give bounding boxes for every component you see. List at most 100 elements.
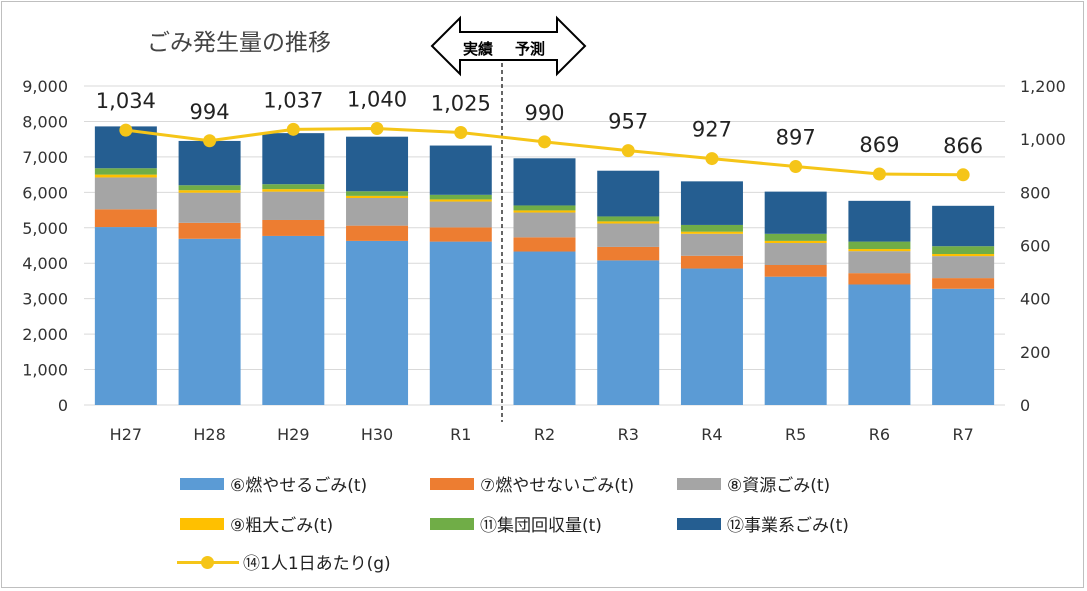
x-tick-label: R6 <box>869 425 890 444</box>
line-point <box>203 134 217 148</box>
bar-segment <box>94 177 157 210</box>
y-axis-left: 0 1,000 2,000 3,000 4,000 5,000 6,000 7,000 8,00… <box>22 77 68 415</box>
legend-label: ⑭1人1日あたり(g) <box>243 554 391 574</box>
x-tick-label: H28 <box>193 425 225 444</box>
y-left-tick-label: 5,000 <box>22 219 68 238</box>
line-point <box>119 123 133 137</box>
bar-segment <box>513 237 576 252</box>
y-axis-right: 0 200 400 600 800 1,000 1,200 <box>1020 77 1066 415</box>
y-left-tick-label: 2,000 <box>22 325 68 344</box>
legend-label: ⑨粗大ごみ(t) <box>230 516 334 536</box>
chart-title: ごみ発生量の推移 <box>147 30 331 56</box>
y-left-tick-label: 7,000 <box>22 148 68 167</box>
legend-swatch <box>677 517 721 530</box>
y-right-tick-label: 0 <box>1020 396 1030 415</box>
line-point <box>789 160 803 174</box>
bar-segment <box>346 240 409 405</box>
legend-item-burnable: ⑥燃やせるごみ(t) <box>180 471 367 496</box>
bar-segment <box>932 205 995 247</box>
bar-segment <box>178 140 241 186</box>
legend-swatch <box>430 517 474 530</box>
data-labels: 1,034 994 1,037 1,040 1,025 990 957 927 897 869 86… <box>96 88 983 158</box>
line-point <box>872 167 886 181</box>
legend-swatch <box>677 477 721 490</box>
legend-label: ⑧資源ごみ(t) <box>727 476 831 496</box>
bar-segment <box>94 168 157 175</box>
bar-segment <box>932 246 995 255</box>
bar-segment <box>429 145 492 195</box>
y-left-tick-label: 3,000 <box>22 290 68 309</box>
bar-segment <box>848 249 911 252</box>
y-right-tick-label: 1,200 <box>1020 77 1066 96</box>
line-series <box>119 122 970 182</box>
bar-segment <box>848 284 911 405</box>
data-label: 1,025 <box>431 92 491 116</box>
bar-segment <box>346 225 409 241</box>
bar-segment <box>94 227 157 405</box>
bar-segment <box>597 216 660 222</box>
bar-segment <box>680 255 743 269</box>
bar-segment <box>932 288 995 405</box>
bar-segment <box>764 240 827 244</box>
bar-segment <box>932 278 995 289</box>
line-point <box>454 126 468 140</box>
bar-segment <box>848 251 911 274</box>
bar-segment <box>262 191 325 220</box>
y-left-tick-label: 9,000 <box>22 77 68 96</box>
bar-segment <box>848 273 911 285</box>
data-label: 1,037 <box>263 88 323 112</box>
data-label: 990 <box>524 101 564 125</box>
y-left-tick-label: 1,000 <box>22 361 68 380</box>
line-point <box>286 122 300 136</box>
y-right-tick-label: 600 <box>1020 237 1051 256</box>
bar-segment <box>680 233 743 256</box>
bar-segment <box>848 241 911 250</box>
legend-swatch <box>430 477 474 490</box>
legend-label: ⑫事業系ごみ(t) <box>727 516 849 536</box>
bar-segment <box>429 201 492 228</box>
bar-segment <box>764 264 827 277</box>
bar-segment <box>597 260 660 405</box>
legend-item-business: ⑫事業系ごみ(t) <box>677 511 849 536</box>
bar-segment <box>346 198 409 226</box>
bar-segment <box>932 254 995 257</box>
data-label: 869 <box>859 133 899 157</box>
bar-segment <box>429 227 492 242</box>
bar-segment <box>764 243 827 265</box>
line-point <box>538 135 551 149</box>
legend-line-swatch <box>177 555 239 569</box>
bar-segment <box>178 190 241 193</box>
bar-segment <box>94 174 157 178</box>
bar-series <box>94 126 995 405</box>
y-right-tick-label: 1,000 <box>1020 130 1066 149</box>
x-tick-label: R3 <box>618 425 639 444</box>
line-point <box>956 168 970 182</box>
bar-segment <box>848 200 911 242</box>
legend-item-nonburnable: ⑦燃やせないごみ(t) <box>430 471 634 496</box>
data-label: 1,034 <box>96 89 156 113</box>
bar-segment <box>513 212 576 238</box>
x-tick-label: H27 <box>110 425 142 444</box>
x-axis-labels: H27 H28 H29 H30 R1 R2 R3 R4 R5 R6 R7 <box>110 425 974 444</box>
bar-segment <box>178 185 241 191</box>
y-right-tick-label: 200 <box>1020 343 1051 362</box>
data-label: 994 <box>190 100 230 124</box>
data-label: 957 <box>608 110 648 134</box>
bar-segment <box>346 191 409 196</box>
legend-swatch <box>180 517 224 530</box>
bar-segment <box>346 195 409 199</box>
actual-forecast-arrow: 実績 予測 <box>430 15 587 77</box>
bar-segment <box>597 221 660 224</box>
y-left-tick-label: 4,000 <box>22 254 68 273</box>
bar-segment <box>178 192 241 223</box>
bar-segment <box>680 231 743 234</box>
bar-segment <box>178 238 241 405</box>
x-tick-label: H30 <box>361 425 393 444</box>
x-tick-label: H29 <box>277 425 309 444</box>
annotation-actual: 実績 <box>463 40 493 58</box>
legend-swatch <box>180 477 224 490</box>
bar-segment <box>680 224 743 232</box>
bar-segment <box>94 209 157 228</box>
bar-segment <box>680 181 743 225</box>
